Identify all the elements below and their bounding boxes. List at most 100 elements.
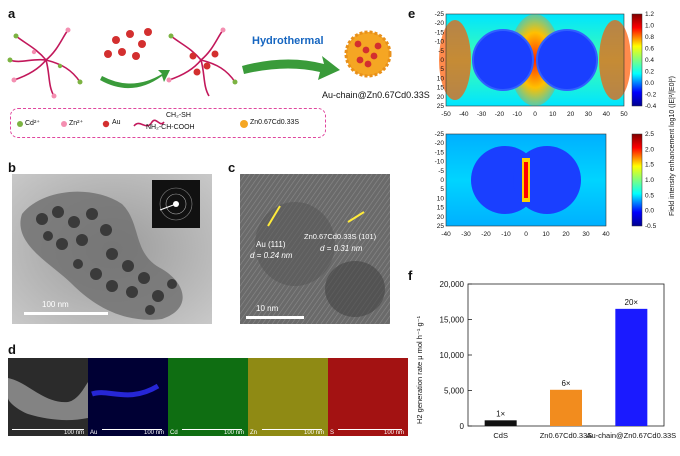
x-tick-label: 50 (620, 111, 628, 118)
zn-dot-icon (61, 121, 67, 127)
x-tick-label: 30 (582, 231, 590, 238)
colorbar-tick-label: 0.5 (645, 192, 654, 199)
colorbar-tick-label: 1.2 (645, 11, 654, 18)
colorbar-tick-label: 2.5 (645, 131, 654, 138)
scale-bar (24, 312, 108, 315)
colorbar-tick-label: 0.8 (645, 34, 654, 41)
y-tick-label: 15 (437, 85, 445, 92)
y-tick-label: 5,000 (444, 387, 465, 396)
bar (550, 389, 582, 426)
legend-au: Au (112, 119, 121, 126)
legend-ligand-top: CH₂-SH (166, 112, 191, 119)
panel-a-scheme: Hydrothermal (7, 27, 392, 99)
y-tick-label: -5 (438, 48, 444, 55)
x-tick-label: -40 (459, 111, 469, 118)
panel-letter-c: c (228, 160, 236, 175)
colorbar-tick-label: 1.0 (645, 23, 654, 30)
x-tick-label: -20 (495, 111, 505, 118)
reaction-arrow-1 (100, 70, 170, 89)
y-tick-label: 15,000 (440, 316, 465, 325)
y-axis-label: H2 generation rate μ mol h⁻¹ g⁻¹ (415, 315, 424, 424)
colorbar-label: Field intensity enhancement log10 (|E|²/… (669, 76, 676, 216)
legend-zn: Zn²⁺ (69, 120, 84, 127)
legend-cd: Cd²⁺ (25, 120, 40, 127)
bar-annotation: 1× (496, 409, 505, 418)
colorbar-tick-label: 1.0 (645, 177, 654, 184)
y-tick-label: -20 (435, 20, 445, 27)
y-tick-label: -10 (435, 39, 445, 46)
y-tick-label: 0 (440, 57, 444, 64)
y-tick-label: -15 (435, 29, 445, 36)
hydrothermal-arrow (242, 56, 340, 80)
au-dot-icon (102, 120, 110, 128)
y-tick-label: 20 (437, 214, 445, 221)
colorbar-tick-label: -0.4 (645, 103, 657, 110)
colorbar-tick-label: 0.0 (645, 208, 654, 215)
scale-label-b: 100 nm (42, 300, 69, 309)
hydrothermal-label: Hydrothermal (252, 35, 324, 47)
colorbar-bottom (631, 133, 643, 227)
legend-ligand-bottom: NH₂-CH-COOH (146, 124, 195, 131)
y-tick-label: 0 (440, 177, 444, 184)
eds-map-zn: Zn 100 nm (248, 358, 328, 436)
eds-map-cd: Cd 100 nm (168, 358, 248, 436)
field-map-bottom (445, 133, 607, 227)
x-tick-label: -40 (441, 231, 451, 238)
y-tick-label: -5 (438, 168, 444, 175)
eds-map-haadf: 100 nm (8, 358, 88, 436)
y-tick-label: -15 (435, 149, 445, 156)
y-tick-label: 10,000 (440, 351, 465, 360)
y-tick-label: 20 (437, 94, 445, 101)
bar-annotation: 6× (561, 379, 570, 388)
diffraction-inset (152, 180, 200, 228)
y-tick-label: -25 (435, 11, 445, 18)
label-au-111: Au (111) (256, 240, 286, 249)
x-tick-label: -20 (481, 231, 491, 238)
y-tick-label: 0 (460, 422, 465, 431)
y-tick-label: 25 (437, 223, 445, 230)
bar (615, 308, 648, 426)
colorbar-tick-label: 0.4 (645, 57, 654, 64)
colorbar-tick-label: -0.5 (645, 223, 657, 230)
ligand-cluster-icon (7, 27, 83, 99)
x-tick-label: 40 (603, 111, 611, 118)
hrtem-image: Au (111) d = 0.24 nm Zn0.67Cd0.33S (101)… (240, 174, 390, 324)
x-tick-label: 20 (567, 111, 575, 118)
x-tick-label: -30 (477, 111, 487, 118)
y-tick-label: -20 (435, 140, 445, 147)
colorbar-tick-label: 1.5 (645, 162, 654, 169)
product-particle-icon (344, 30, 392, 78)
colorbar-tick-label: 0.6 (645, 46, 654, 53)
x-tick-label: -10 (512, 111, 522, 118)
field-map-top (439, 13, 631, 107)
x-tick-label: CdS (493, 431, 508, 440)
colorbar-tick-label: -0.2 (645, 92, 657, 99)
colorbar-tick-label: 0.0 (645, 80, 654, 87)
colorbar-tick-label: 0.2 (645, 69, 654, 76)
x-tick-label: 10 (549, 111, 557, 118)
y-tick-label: 25 (437, 103, 445, 110)
x-tick-label: -10 (501, 231, 511, 238)
y-tick-label: 10 (437, 195, 445, 202)
y-tick-label: 10 (437, 75, 445, 82)
eds-map-au: Au 100 nm (88, 358, 168, 436)
gold-particles-icon (104, 28, 152, 60)
y-tick-label: 5 (440, 186, 444, 193)
x-tick-label: 0 (533, 111, 537, 118)
eds-maps: 100 nm Au 100 nm Cd 100 nm Zn 100 nm S 1… (8, 358, 408, 436)
panel-letter-a: a (8, 6, 16, 21)
eds-map-s: S 100 nm (328, 358, 408, 436)
panel-letter-e: e (408, 6, 416, 21)
ligand-gold-cluster-icon (166, 27, 238, 97)
x-tick-label: Zn0.67Cd0.33S (540, 431, 593, 440)
y-tick-label: 5 (440, 66, 444, 73)
ligand-icon (133, 119, 165, 127)
panel-letter-f: f (408, 268, 413, 283)
x-tick-label: -50 (441, 111, 451, 118)
x-tick-label: 30 (585, 111, 593, 118)
panel-letter-d: d (8, 342, 16, 357)
label-zncds-101: Zn0.67Cd0.33S (101) (304, 232, 377, 241)
colorbar-top (631, 13, 643, 107)
y-tick-label: -25 (435, 131, 445, 138)
